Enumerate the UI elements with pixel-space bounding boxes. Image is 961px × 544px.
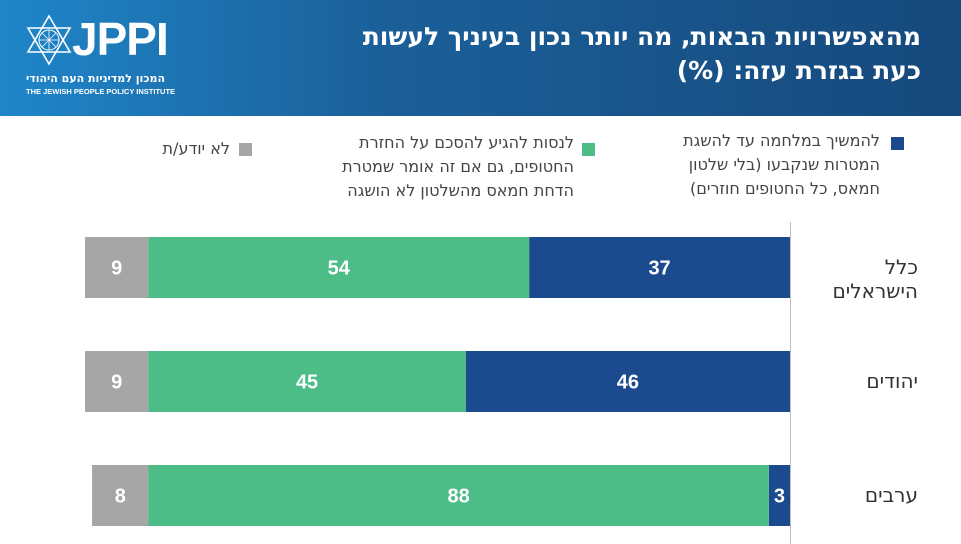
data-label-arabs-continue-war: 3 xyxy=(774,486,785,508)
legend-swatch-dont-know xyxy=(239,143,252,156)
bar-all-israelis-continue-war xyxy=(529,237,790,298)
data-label-jews-dont-know: 9 xyxy=(111,372,122,394)
bar-arabs-continue-war xyxy=(768,465,790,526)
data-label-arabs-hostage-deal: 88 xyxy=(448,486,470,508)
chart-title: מהאפשרויות הבאות, מה יותר נכון בעיניך לע… xyxy=(362,22,921,85)
data-label-all-israelis-continue-war: 37 xyxy=(648,258,670,280)
bar-all-israelis-hostage-deal xyxy=(148,237,530,298)
bar-jews-hostage-deal xyxy=(148,351,466,412)
header-banner: JPPI המכון למדיניות העם היהודי THE JEWIS… xyxy=(0,0,961,116)
category-label-all-israelis: כלל הישראלים xyxy=(832,254,918,303)
data-label-all-israelis-hostage-deal: 54 xyxy=(328,258,351,280)
category-label-jews: יהודים xyxy=(866,368,918,393)
data-label-jews-hostage-deal: 45 xyxy=(296,372,318,394)
bar-jews-dont-know xyxy=(85,351,149,412)
logo-english-name: THE JEWISH PEOPLE POLICY INSTITUTE xyxy=(26,87,176,96)
category-label-arabs: ערבים xyxy=(864,482,918,507)
legend-swatch-continue-war xyxy=(891,137,904,150)
logo-wordmark: JPPI xyxy=(72,13,169,65)
data-label-jews-continue-war: 46 xyxy=(617,372,639,394)
data-label-all-israelis-dont-know: 9 xyxy=(111,258,122,280)
legend-label-continue-war: להמשיך במלחמה עד להשגת המטרות שנקבעו (בל… xyxy=(683,131,880,198)
jppi-logo: JPPI המכון למדיניות העם היהודי THE JEWIS… xyxy=(26,12,186,102)
bar-all-israelis-dont-know xyxy=(85,237,149,298)
bar-arabs-dont-know xyxy=(92,465,149,526)
legend-label-hostage-deal: לנסות להגיע להסכם על החזרת החטופים, גם א… xyxy=(342,133,574,200)
legend-label-dont-know: לא יודע/ת xyxy=(162,139,230,158)
star-of-david-icon xyxy=(26,14,72,66)
data-label-arabs-dont-know: 8 xyxy=(115,486,126,508)
bar-arabs-hostage-deal xyxy=(148,465,769,526)
logo-hebrew-name: המכון למדיניות העם היהודי xyxy=(26,72,165,85)
legend-swatch-hostage-deal xyxy=(582,143,595,156)
bar-jews-continue-war xyxy=(465,351,790,412)
